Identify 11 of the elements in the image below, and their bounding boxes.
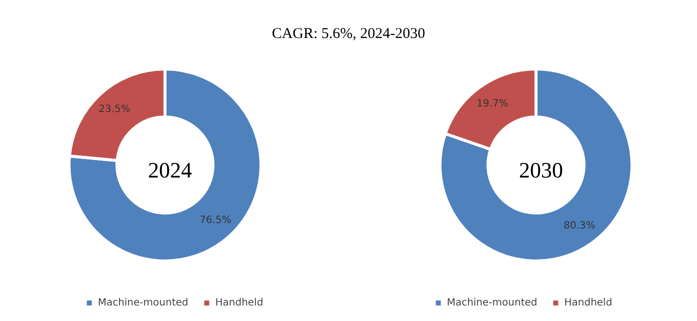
- data-label: 23.5%: [98, 104, 130, 116]
- legend-label: Handheld: [564, 298, 612, 308]
- legend-label: Machine-mounted: [446, 298, 538, 308]
- data-label: 76.5%: [200, 214, 232, 226]
- legend-label: Handheld: [215, 298, 264, 308]
- data-label: 80.3%: [564, 220, 596, 232]
- text: CAGR: 5.6%, 2024-2030: [270, 26, 426, 43]
- data-label: 19.7%: [476, 98, 508, 110]
- text: 2024: [148, 158, 192, 182]
- text: 2030: [519, 158, 563, 182]
- legend-label: Machine-mounted: [98, 298, 188, 308]
